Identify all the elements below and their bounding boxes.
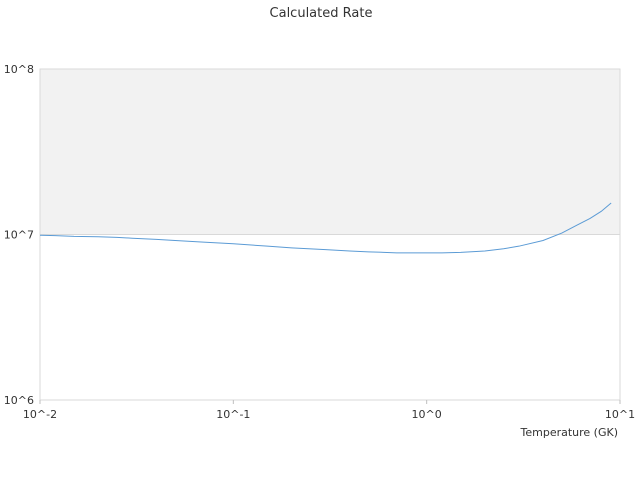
x-tick-label: 10^0 (412, 408, 442, 421)
y-tick-label: 10^7 (4, 229, 34, 242)
chart-title: Calculated Rate (270, 6, 373, 21)
y-tick-label: 10^8 (4, 63, 34, 76)
x-tick-label: 10^1 (605, 408, 635, 421)
x-axis-label: Temperature (GK) (520, 426, 619, 439)
y-tick-label: 10^6 (4, 394, 34, 407)
plot-area: 10^-2 10^-1 10^0 10^1 10^6 10^7 10^8 (4, 63, 635, 421)
shaded-band (40, 69, 620, 235)
x-tick-label: 10^-2 (23, 408, 57, 421)
series-line (39, 202, 612, 254)
x-tick-label: 10^-1 (216, 408, 250, 421)
